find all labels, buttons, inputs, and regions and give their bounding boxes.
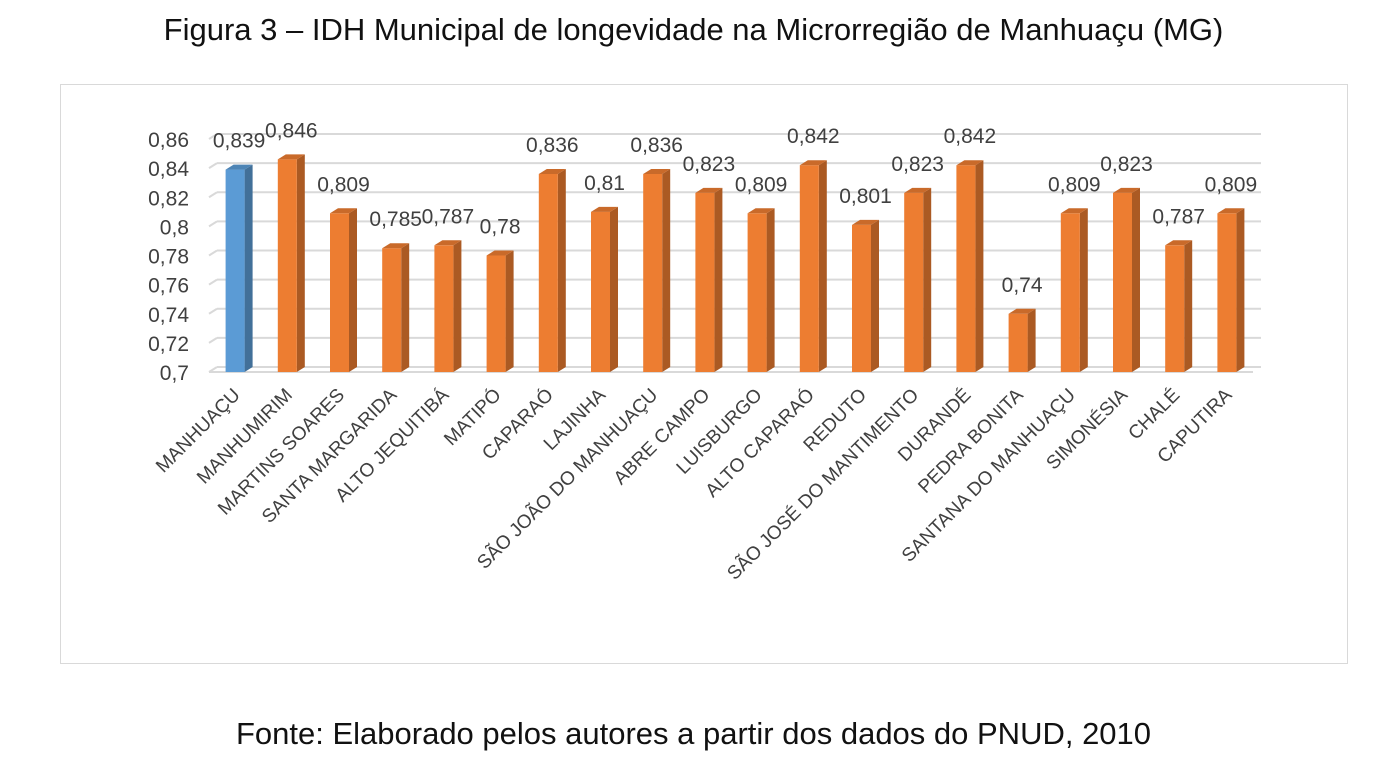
bar (538, 168, 566, 372)
figure-title: Figura 3 – IDH Municipal de longevidade … (163, 12, 1224, 47)
bar (277, 154, 305, 372)
chart-area: 0,7 0,72 0,74 0,76 0,78 0,8 0,82 0,84 0,86 0,839 M… (60, 84, 1348, 664)
data-label: 0,809 (735, 173, 788, 196)
data-label: 0,78 (480, 216, 521, 239)
bar (225, 164, 253, 372)
gridline-depth (208, 133, 218, 140)
data-label: 0,809 (1205, 173, 1258, 196)
gridline-depth (208, 307, 218, 315)
data-label: 0,785 (369, 208, 422, 231)
y-tick-label: 0,74 (148, 304, 189, 327)
figure-source: Fonte: Elaborado pelos autores a partir … (235, 716, 1152, 751)
gridline-depth (208, 220, 218, 228)
bar (852, 219, 879, 372)
y-tick-label: 0,78 (148, 246, 189, 269)
y-tick-label: 0,86 (148, 129, 189, 152)
x-tick-label: SÃO JOSÉ DO MANTIMENTO (723, 384, 923, 584)
bar (1060, 208, 1088, 372)
bar (747, 208, 775, 372)
bar (330, 208, 357, 372)
data-label: 0,787 (422, 205, 475, 228)
y-tick-label: 0,84 (148, 158, 189, 181)
data-label: 0,823 (891, 153, 944, 176)
bar (1113, 187, 1140, 372)
bar (1217, 208, 1245, 372)
y-tick-label: 0,8 (160, 216, 189, 239)
bar-chart: 0,70,720,740,760,780,80,820,840,86 0,839M… (148, 119, 1261, 584)
data-label: 0,836 (630, 134, 683, 157)
data-label: 0,839 (213, 130, 266, 153)
bar (799, 160, 827, 372)
gridline-depth (208, 191, 218, 199)
y-tick-label: 0,82 (148, 187, 189, 210)
bar (904, 187, 932, 372)
data-label: 0,809 (317, 173, 370, 196)
bar (486, 250, 514, 372)
data-label: 0,787 (1152, 205, 1205, 228)
bar (382, 243, 410, 372)
data-label: 0,842 (787, 125, 840, 148)
bar (956, 160, 984, 372)
y-tick-label: 0,7 (160, 362, 189, 385)
gridline-depth (208, 249, 218, 257)
bar (695, 187, 723, 372)
data-label: 0,846 (265, 119, 318, 142)
data-label: 0,74 (1002, 274, 1043, 297)
y-tick-label: 0,72 (148, 333, 189, 356)
bar (591, 206, 618, 372)
gridline-depth (208, 162, 218, 169)
data-label: 0,823 (683, 153, 736, 176)
bar (434, 240, 462, 372)
data-label: 0,842 (944, 125, 997, 148)
data-label: 0,809 (1048, 173, 1101, 196)
gridline-depth (208, 278, 218, 286)
data-label: 0,801 (839, 185, 892, 208)
y-tick-label: 0,76 (148, 275, 189, 298)
data-label: 0,81 (584, 172, 625, 195)
bar (1008, 308, 1036, 372)
bar (1165, 240, 1193, 372)
data-label: 0,836 (526, 134, 579, 157)
data-label: 0,823 (1100, 153, 1153, 176)
bar (643, 168, 671, 372)
gridline-depth (208, 337, 218, 344)
